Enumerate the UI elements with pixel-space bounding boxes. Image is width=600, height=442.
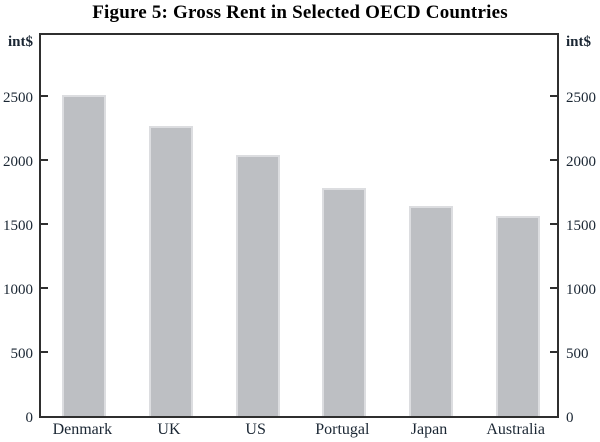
bar-japan bbox=[409, 205, 453, 416]
y-tick-left-1000 bbox=[41, 287, 48, 290]
y-tick-label-right-0: 0 bbox=[566, 410, 574, 426]
y-tick-label-right-2500: 2500 bbox=[566, 90, 596, 107]
y-tick-label-left-500: 500 bbox=[10, 346, 34, 363]
bar-uk bbox=[149, 126, 193, 416]
x-axis-label-uk: UK bbox=[157, 421, 181, 438]
bar-australia bbox=[495, 216, 540, 416]
y-axis-unit-left: int$ bbox=[7, 34, 33, 50]
x-axis-label-us: US bbox=[245, 421, 266, 438]
bar-us bbox=[235, 155, 280, 416]
y-tick-label-left-2000: 2000 bbox=[3, 154, 33, 171]
x-axis-label-japan: Japan bbox=[410, 421, 448, 438]
y-tick-label-right-1000: 1000 bbox=[566, 282, 596, 299]
y-tick-label-right-1500: 1500 bbox=[566, 218, 596, 235]
bar-portugal bbox=[322, 188, 367, 416]
y-tick-right-2000 bbox=[550, 159, 557, 162]
y-tick-left-500 bbox=[41, 351, 48, 354]
y-tick-label-left-2500: 2500 bbox=[3, 90, 33, 107]
bar-denmark bbox=[62, 94, 107, 416]
y-tick-left-2500 bbox=[41, 95, 48, 98]
y-tick-right-1500 bbox=[550, 223, 557, 226]
y-tick-left-2000 bbox=[41, 159, 48, 162]
y-axis-unit-right: int$ bbox=[566, 34, 592, 50]
y-tick-right-1000 bbox=[550, 287, 557, 290]
y-tick-label-left-1500: 1500 bbox=[3, 218, 33, 235]
y-tick-label-left-0: 0 bbox=[25, 410, 34, 426]
x-axis-label-portugal: Portugal bbox=[315, 421, 370, 438]
y-tick-right-2500 bbox=[550, 95, 557, 98]
y-tick-label-right-2000: 2000 bbox=[566, 154, 596, 171]
y-tick-left-1500 bbox=[41, 223, 48, 226]
plot-area bbox=[39, 33, 559, 418]
y-tick-label-right-500: 500 bbox=[566, 346, 589, 363]
x-axis-label-australia: Australia bbox=[486, 421, 545, 438]
chart-title: Figure 5: Gross Rent in Selected OECD Co… bbox=[92, 2, 508, 23]
y-tick-right-500 bbox=[550, 351, 557, 354]
y-tick-label-left-1000: 1000 bbox=[3, 282, 33, 299]
x-axis-label-denmark: Denmark bbox=[52, 421, 113, 438]
